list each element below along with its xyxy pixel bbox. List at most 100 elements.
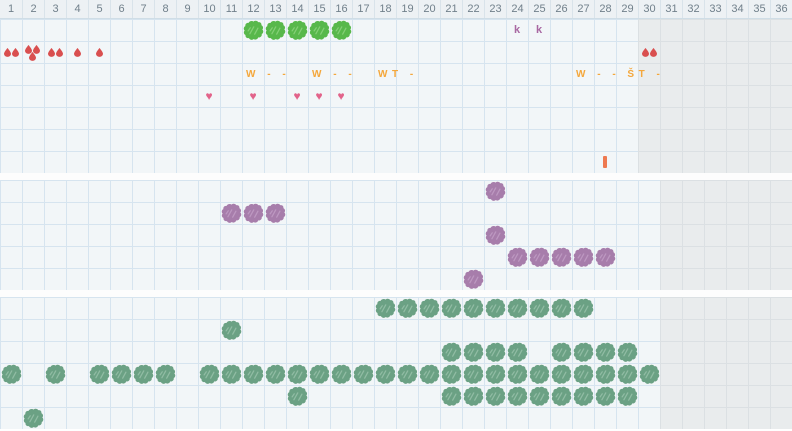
heart-icon: ♥: [205, 89, 213, 103]
column-header-cell: 33: [704, 0, 726, 18]
column-header-cell: 12: [242, 0, 264, 18]
plant-scribble-icon: [396, 363, 418, 385]
column-header-cell: 28: [594, 0, 616, 18]
column-header-cell: 32: [682, 0, 704, 18]
column-header-cell: 24: [506, 0, 528, 18]
marker-bar-icon: [603, 156, 607, 168]
plant-scribble-icon: [264, 363, 286, 385]
plant-scribble-icon: [484, 180, 506, 202]
column-header-cell: 18: [374, 0, 396, 18]
column-header-cell: 34: [726, 0, 748, 18]
plant-scribble-icon: [264, 202, 286, 224]
plant-scribble-icon: [506, 363, 528, 385]
column-header-cell: 8: [154, 0, 176, 18]
column-header-cell: 19: [396, 0, 418, 18]
plant-scribble-icon: [242, 363, 264, 385]
plant-scribble-icon: [418, 297, 440, 319]
plant-scribble-icon: [462, 268, 484, 290]
column-header-cell: 13: [264, 0, 286, 18]
care-code-label: W - -: [246, 69, 291, 80]
column-header-cell: 15: [308, 0, 330, 18]
column-header-cell: 4: [66, 0, 88, 18]
band-middle: [0, 180, 792, 290]
plant-scribble-icon: [440, 385, 462, 407]
plant-scribble-icon: [440, 341, 462, 363]
care-code-label: W - - ŠT -: [576, 69, 665, 80]
water-drops-icon: [66, 41, 88, 63]
heart-icon: ♥: [337, 89, 345, 103]
plant-scribble-icon: [572, 363, 594, 385]
plant-scribble-icon: [330, 19, 352, 41]
plant-scribble-icon: [22, 407, 44, 429]
plant-scribble-icon: [88, 363, 110, 385]
plant-scribble-icon: [440, 363, 462, 385]
inactive-columns-region: [660, 180, 792, 290]
column-header-cell: 10: [198, 0, 220, 18]
water-drops-icon: [44, 41, 66, 63]
plant-scribble-icon: [484, 341, 506, 363]
plant-scribble-icon: [286, 19, 308, 41]
band-bottom: [0, 297, 792, 429]
plant-scribble-icon: [506, 246, 528, 268]
plant-scribble-icon: [308, 363, 330, 385]
heart-icon: ♥: [315, 89, 323, 103]
column-header-cell: 35: [748, 0, 770, 18]
column-header-cell: 23: [484, 0, 506, 18]
plant-scribble-icon: [506, 297, 528, 319]
plant-scribble-icon: [506, 341, 528, 363]
plant-scribble-icon: [396, 297, 418, 319]
plant-scribble-icon: [550, 363, 572, 385]
heart-icon: ♥: [293, 89, 301, 103]
column-header-row: 1 2 3 4 5 6 7 8 9 10 11 12 13 14 15 16 17 18 19 20 21 22 23 24 2…: [0, 0, 792, 19]
plant-scribble-icon: [528, 246, 550, 268]
plant-scribble-icon: [594, 341, 616, 363]
column-header-cell: 1: [7, 3, 15, 15]
column-header-cell: 29: [616, 0, 638, 18]
plant-scribble-icon: [594, 385, 616, 407]
plant-scribble-icon: [572, 385, 594, 407]
plant-scribble-icon: [550, 341, 572, 363]
plant-scribble-icon: [264, 19, 286, 41]
plant-scribble-icon: [484, 297, 506, 319]
column-header-cell: 5: [88, 0, 110, 18]
plant-scribble-icon: [462, 297, 484, 319]
plant-scribble-icon: [550, 246, 572, 268]
plant-scribble-icon: [572, 341, 594, 363]
plant-scribble-icon: [154, 363, 176, 385]
plant-scribble-icon: [550, 385, 572, 407]
plant-scribble-icon: [198, 363, 220, 385]
column-header-cell: 14: [286, 0, 308, 18]
plant-scribble-icon: [220, 363, 242, 385]
plant-scribble-icon: [242, 202, 264, 224]
plant-scribble-icon: [550, 297, 572, 319]
plant-scribble-icon: [616, 363, 638, 385]
column-header-cell: 16: [330, 0, 352, 18]
plant-scribble-icon: [374, 363, 396, 385]
plant-scribble-icon: [462, 341, 484, 363]
column-header-cell: 2: [22, 0, 44, 18]
plant-scribble-icon: [506, 385, 528, 407]
plant-scribble-icon: [132, 363, 154, 385]
plant-scribble-icon: [440, 297, 462, 319]
plant-scribble-icon: [220, 319, 242, 341]
letter-code: k: [513, 24, 521, 36]
plant-scribble-icon: [308, 19, 330, 41]
plant-scribble-icon: [110, 363, 132, 385]
plant-scribble-icon: [286, 385, 308, 407]
column-header-cell: 26: [550, 0, 572, 18]
column-header-cell: 6: [110, 0, 132, 18]
plant-scribble-icon: [484, 385, 506, 407]
plant-scribble-icon: [330, 363, 352, 385]
plant-scribble-icon: [462, 385, 484, 407]
letter-code: k: [535, 24, 543, 36]
water-drops-icon: [638, 41, 660, 63]
plant-scribble-icon: [594, 246, 616, 268]
plant-scribble-icon: [374, 297, 396, 319]
water-drops-icon: [0, 41, 22, 63]
band-top: k k W - - W - - WT - W - - ŠT - ♥ ♥ ♥ ♥ ♥: [0, 19, 792, 173]
column-header-cell: 20: [418, 0, 440, 18]
plant-scribble-icon: [528, 363, 550, 385]
plant-scribble-icon: [616, 385, 638, 407]
column-header-cell: 21: [440, 0, 462, 18]
